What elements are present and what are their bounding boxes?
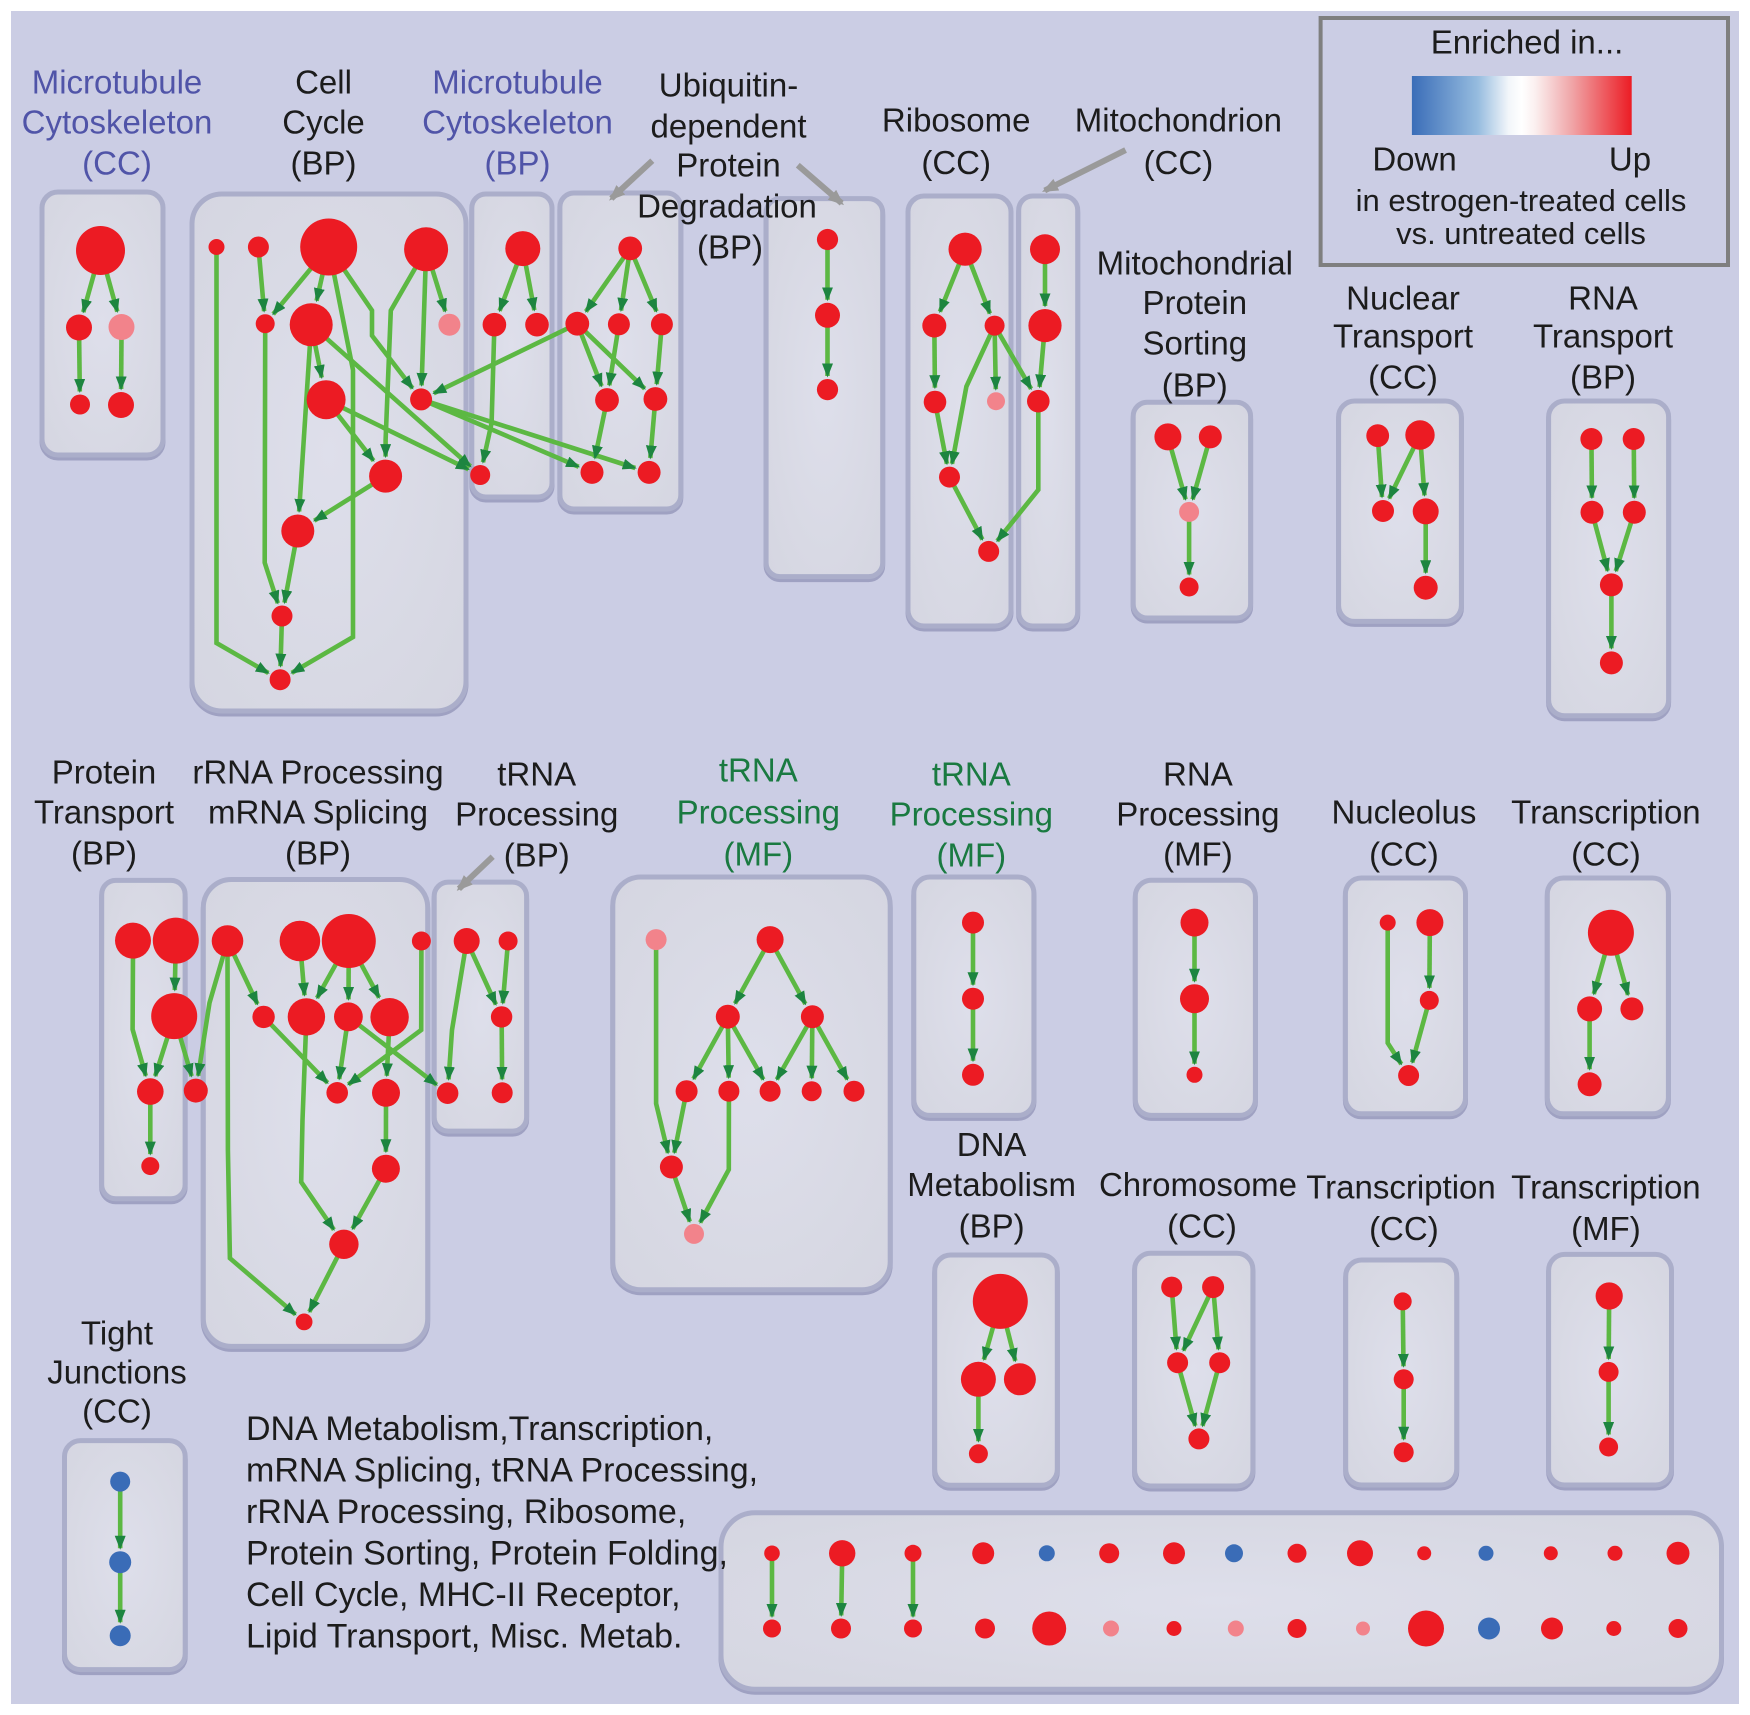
- svg-text:Processing: Processing: [890, 796, 1053, 833]
- svg-text:Cycle: Cycle: [282, 104, 365, 141]
- svg-text:(MF): (MF): [723, 836, 793, 873]
- svg-text:rRNA Processing: rRNA Processing: [192, 754, 443, 791]
- svg-text:Ribosome: Ribosome: [882, 102, 1031, 139]
- svg-text:(BP): (BP): [504, 837, 570, 874]
- svg-text:(CC): (CC): [1369, 836, 1439, 873]
- svg-text:Junctions: Junctions: [47, 1354, 186, 1391]
- svg-text:Degradation: Degradation: [637, 188, 817, 225]
- svg-text:(CC): (CC): [1167, 1207, 1237, 1244]
- svg-text:tRNA: tRNA: [932, 756, 1011, 793]
- svg-text:DNA: DNA: [957, 1126, 1027, 1163]
- svg-text:tRNA: tRNA: [497, 756, 576, 793]
- svg-text:Mitochondrion: Mitochondrion: [1075, 102, 1282, 139]
- svg-text:Nucleolus: Nucleolus: [1331, 794, 1476, 831]
- svg-text:Transcription: Transcription: [1306, 1168, 1496, 1205]
- svg-text:Protein: Protein: [676, 147, 781, 184]
- svg-text:Protein: Protein: [52, 754, 157, 791]
- svg-text:(CC): (CC): [1368, 359, 1438, 396]
- svg-text:rRNA Processing, Ribosome,: rRNA Processing, Ribosome,: [246, 1493, 686, 1531]
- svg-text:Processing: Processing: [677, 794, 840, 831]
- svg-text:(BP): (BP): [1570, 359, 1636, 396]
- svg-text:Ubiquitin-: Ubiquitin-: [659, 67, 798, 104]
- svg-text:Mitochondrial: Mitochondrial: [1097, 244, 1293, 281]
- svg-text:(BP): (BP): [285, 835, 351, 872]
- svg-text:DNA Metabolism,Transcription,: DNA Metabolism,Transcription,: [246, 1410, 713, 1448]
- svg-text:(BP): (BP): [485, 145, 551, 182]
- svg-text:(BP): (BP): [959, 1207, 1025, 1244]
- svg-text:Microtubule: Microtubule: [32, 64, 203, 101]
- svg-text:(CC): (CC): [82, 1393, 152, 1430]
- svg-text:(BP): (BP): [71, 835, 137, 872]
- svg-text:Enriched in...: Enriched in...: [1431, 24, 1624, 61]
- svg-text:(MF): (MF): [1163, 836, 1233, 873]
- svg-text:(CC): (CC): [1144, 144, 1214, 181]
- svg-text:Processing: Processing: [1116, 796, 1279, 833]
- svg-text:Lipid Transport, Misc. Metab.: Lipid Transport, Misc. Metab.: [246, 1617, 683, 1655]
- svg-text:Transport: Transport: [1333, 318, 1473, 355]
- svg-text:RNA: RNA: [1163, 756, 1233, 793]
- svg-text:Cell: Cell: [295, 64, 352, 101]
- svg-text:Cell Cycle, MHC-II Receptor,: Cell Cycle, MHC-II Receptor,: [246, 1576, 681, 1614]
- svg-text:(MF): (MF): [1571, 1210, 1641, 1247]
- svg-text:Tight: Tight: [81, 1315, 153, 1352]
- svg-text:Microtubule: Microtubule: [432, 64, 603, 101]
- svg-text:Cytoskeleton: Cytoskeleton: [22, 104, 213, 141]
- svg-text:Sorting: Sorting: [1143, 324, 1248, 361]
- svg-text:mRNA Splicing, tRNA Processing: mRNA Splicing, tRNA Processing,: [246, 1451, 758, 1489]
- svg-text:(BP): (BP): [1162, 367, 1228, 404]
- svg-text:Up: Up: [1609, 141, 1651, 178]
- svg-text:RNA: RNA: [1568, 280, 1638, 317]
- svg-text:mRNA Splicing: mRNA Splicing: [208, 794, 428, 831]
- svg-text:Cytoskeleton: Cytoskeleton: [422, 104, 613, 141]
- svg-text:Transcription: Transcription: [1511, 1168, 1701, 1205]
- svg-text:Protein: Protein: [1143, 284, 1248, 321]
- svg-text:vs. untreated cells: vs. untreated cells: [1396, 216, 1646, 251]
- svg-text:(CC): (CC): [921, 144, 991, 181]
- svg-text:(BP): (BP): [291, 145, 357, 182]
- svg-text:(MF): (MF): [936, 837, 1006, 874]
- svg-text:(CC): (CC): [1369, 1210, 1439, 1247]
- svg-text:Chromosome: Chromosome: [1099, 1166, 1297, 1203]
- svg-text:(BP): (BP): [697, 229, 763, 266]
- svg-text:Processing: Processing: [455, 796, 618, 833]
- svg-text:Transport: Transport: [34, 794, 174, 831]
- svg-text:dependent: dependent: [651, 108, 807, 145]
- svg-text:Metabolism: Metabolism: [907, 1166, 1076, 1203]
- svg-text:(CC): (CC): [1571, 836, 1641, 873]
- svg-text:Protein Sorting, Protein Foldi: Protein Sorting, Protein Folding,: [246, 1534, 728, 1572]
- svg-text:tRNA: tRNA: [719, 752, 798, 789]
- svg-text:Down: Down: [1372, 141, 1456, 178]
- svg-text:in estrogen-treated cells: in estrogen-treated cells: [1356, 183, 1687, 218]
- svg-text:(CC): (CC): [82, 145, 152, 182]
- svg-text:Nuclear: Nuclear: [1346, 280, 1460, 317]
- svg-text:Transcription: Transcription: [1511, 794, 1701, 831]
- svg-text:Transport: Transport: [1533, 318, 1673, 355]
